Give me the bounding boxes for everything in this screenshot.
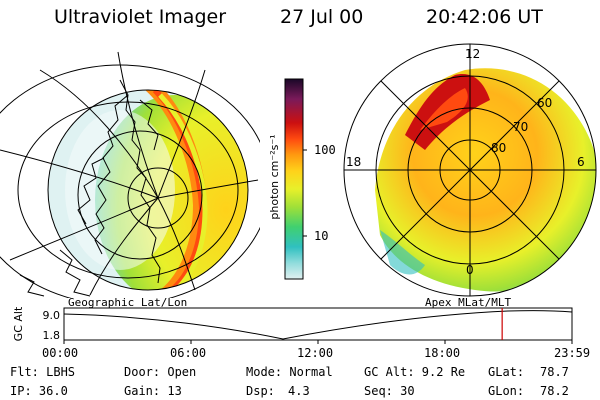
filter-status: Flt: LBHS	[10, 365, 76, 379]
colorbar: photon cm⁻²s⁻¹	[268, 78, 307, 280]
image-time: 20:42:06 UT	[426, 6, 543, 28]
glat-value: 78.7	[540, 365, 569, 379]
colorbar-tick-label-10: 10	[314, 229, 329, 243]
altitude-axis-label: GC Alt	[12, 306, 25, 341]
sequence-status: Seq: 30	[364, 384, 415, 398]
altitude-tick-low: 1.8	[43, 329, 61, 342]
mlat-mlt-map: 12 18 6 0 60 70 80	[343, 43, 597, 297]
ip-status: IP: 36.0	[10, 384, 68, 398]
glat-label: GLat:	[488, 365, 525, 379]
coastlines	[19, 79, 161, 297]
image-date: 27 Jul 00	[280, 6, 364, 28]
x-tick-label-0000: 00:00	[42, 346, 79, 360]
instrument-title: Ultraviolet Imager	[54, 6, 227, 28]
mlt-label-6: 6	[577, 155, 585, 169]
mlat-label-70: 70	[513, 120, 528, 134]
glon-value: 78.2	[540, 384, 569, 398]
geographic-image	[48, 90, 248, 290]
door-status: Door: Open	[124, 365, 197, 379]
dsp-label: Dsp:	[246, 384, 275, 398]
altitude-strip: GC Alt 9.0 1.8	[12, 306, 573, 344]
mlt-label-12: 12	[465, 47, 480, 61]
dsp-value: 4.3	[288, 384, 310, 398]
mlt-label-0: 0	[466, 263, 474, 277]
mlat-label-60: 60	[537, 96, 552, 110]
altitude-curve	[63, 310, 573, 340]
x-tick-label-1800: 18:00	[424, 346, 461, 360]
x-tick-label-0600: 06:00	[170, 346, 207, 360]
glon-label: GLon:	[488, 384, 525, 398]
x-tick-label-1200: 12:00	[297, 346, 334, 360]
colorbar-tick-label-100: 100	[314, 143, 336, 157]
gc-altitude-status: GC Alt: 9.2 Re	[364, 365, 466, 379]
gain-status: Gain: 13	[124, 384, 182, 398]
apex-label: Apex MLat/MLT	[425, 296, 512, 309]
altitude-tick-high: 9.0	[43, 309, 61, 322]
geographic-label: Geographic Lat/Lon	[68, 296, 188, 309]
x-tick-label-2359: 23:59	[554, 346, 591, 360]
mlat-label-80: 80	[491, 141, 506, 155]
mode-status: Mode: Normal	[246, 365, 333, 379]
altitude-plot-frame	[63, 307, 573, 341]
mlt-label-18: 18	[346, 155, 361, 169]
polar-grid	[343, 43, 597, 297]
colorbar-scale	[284, 78, 304, 280]
colorbar-unit-label: photon cm⁻²s⁻¹	[268, 134, 281, 219]
geographic-map	[0, 51, 260, 298]
